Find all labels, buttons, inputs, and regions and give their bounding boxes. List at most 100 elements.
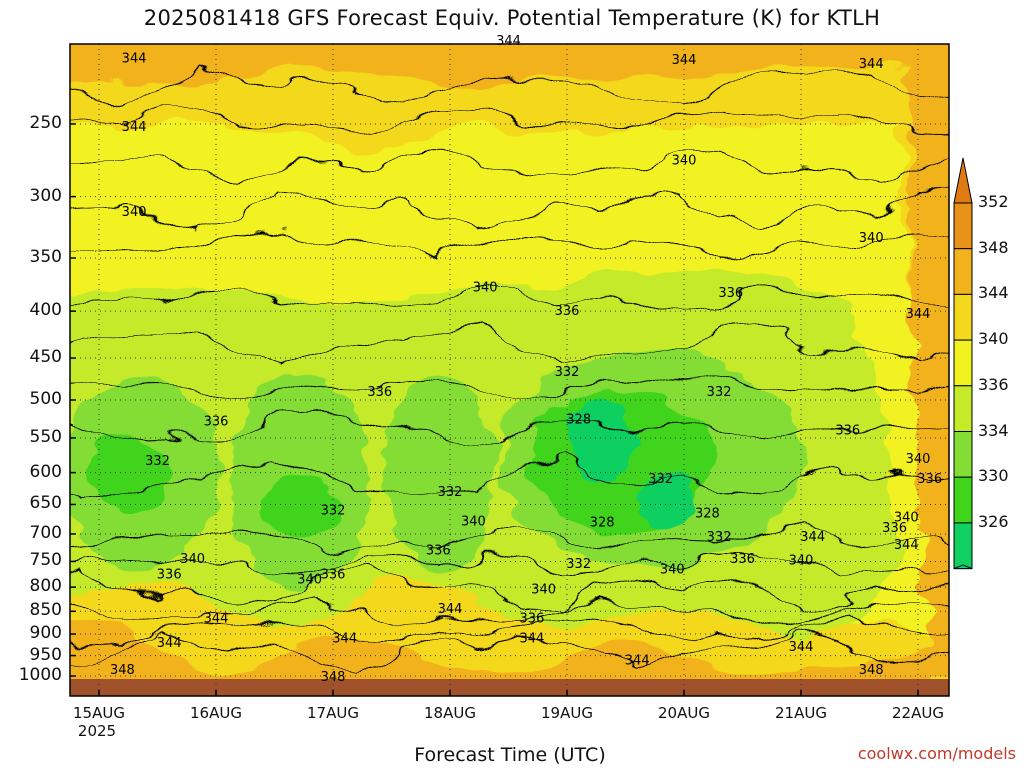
chart-title: 2025081418 GFS Forecast Equiv. Potential… [143,6,881,30]
colorbar-swatch [953,248,973,295]
y-tick-label: 550 [29,426,62,447]
contour-label: 344 [122,51,147,66]
contour-label: 340 [531,583,556,598]
contour-label: 328 [590,515,615,530]
contour-label: 348 [110,663,135,678]
y-tick-label: 400 [29,300,62,321]
contour-label: 336 [321,568,346,583]
x-tick-label: 20AUG [658,704,710,722]
contour-line [70,525,949,553]
contour-label: 332 [707,385,732,400]
contour-line [70,232,949,260]
plot-frame [69,43,950,697]
x-tick-label: 18AUG [424,704,476,722]
colorbar-label: 336 [978,374,1009,394]
contour-label: 332 [648,472,673,487]
contour-label: 340 [180,552,205,567]
colorbar-swatch [953,431,973,478]
contour-label: 344 [438,602,463,617]
colorbar-swatch [953,339,973,387]
grid [70,44,949,696]
contour-label: 332 [707,530,732,545]
colorbar-swatch [953,202,973,250]
contour-label: 340 [906,452,931,467]
heatmap-field [70,44,949,696]
contour-line [70,190,949,233]
colorbar-label: 340 [978,329,1009,349]
contour-line [70,287,949,313]
contour-label: 340 [473,281,498,296]
y-tick-label: 350 [29,246,62,267]
colorbar-top-arrow [953,157,973,204]
x-year-label: 2025 [77,722,117,740]
contour-line [70,615,949,643]
credit-text: coolwx.com/models [857,744,1016,763]
contour-label: 340 [789,553,814,568]
contour-label: 336 [426,544,451,559]
y-tick-label: 300 [29,185,62,206]
contour-label: 344 [800,530,825,545]
contour-label: 344 [894,538,919,553]
y-tick-label: 950 [29,644,62,665]
colorbar-label: 344 [978,283,1009,303]
contour-label: 336 [835,424,860,439]
contour-label: 336 [157,568,182,583]
y-tick-label: 600 [29,461,62,482]
contour-line [70,551,949,578]
contour-label: 336 [882,521,907,536]
x-tick-label: 17AUG [307,704,359,722]
contour-line [70,151,949,179]
x-tick-label: 22AUG [892,704,944,722]
contour-label: 340 [461,514,486,529]
x-tick-label: 21AUG [775,704,827,722]
x-tick-label: 16AUG [190,704,242,722]
contour-label: 336 [730,552,755,567]
contour-label: 340 [672,154,697,169]
contour-label: 336 [367,385,392,400]
contour-label: 344 [332,631,357,646]
contour-line [70,457,949,499]
contour-label: 348 [321,670,346,685]
contour-label: 344 [789,640,814,655]
colorbar-label: 352 [978,192,1009,211]
contour-label: 344 [122,120,147,135]
contour-label: 344 [157,636,182,651]
contour-line [70,64,949,108]
contour-label: 336 [917,472,942,487]
contour-label: 332 [145,454,170,469]
colorbar [953,157,973,570]
contour-label: 336 [519,611,544,626]
y-tick-label: 700 [29,522,62,543]
ground-strip [70,679,949,696]
contour-label: 336 [718,286,743,301]
y-tick-label: 900 [29,623,62,644]
contour-label: 348 [859,663,884,678]
contour-line [70,629,949,672]
y-tick-label: 850 [29,600,62,621]
colorbar-bottom-arrow [953,564,973,570]
contour-line [70,417,949,445]
colorbar-label: 348 [978,237,1009,257]
contour-label: 344 [906,307,931,322]
contour-line [70,567,949,609]
colorbar-label: 334 [978,420,1009,440]
y-tick-label: 750 [29,550,62,571]
contour-label: 340 [859,231,884,246]
y-tick-label: 250 [29,113,62,133]
y-tick-label: 500 [29,389,62,409]
x-tick-label: 15AUG [73,704,125,722]
contour-label: 344 [672,53,697,68]
contour-label: 328 [566,412,591,427]
x-tick-label: 19AUG [541,704,593,722]
contour-label: 328 [695,507,720,522]
contour-label: 344 [859,57,884,72]
colorbar-swatch [953,476,973,524]
contour-label: 332 [438,485,463,500]
contour-label: 332 [555,365,580,380]
contour-label: 344 [519,631,544,646]
y-tick-label: 450 [29,347,62,368]
colorbar-label: 326 [978,511,1009,531]
contour-line [70,371,949,400]
